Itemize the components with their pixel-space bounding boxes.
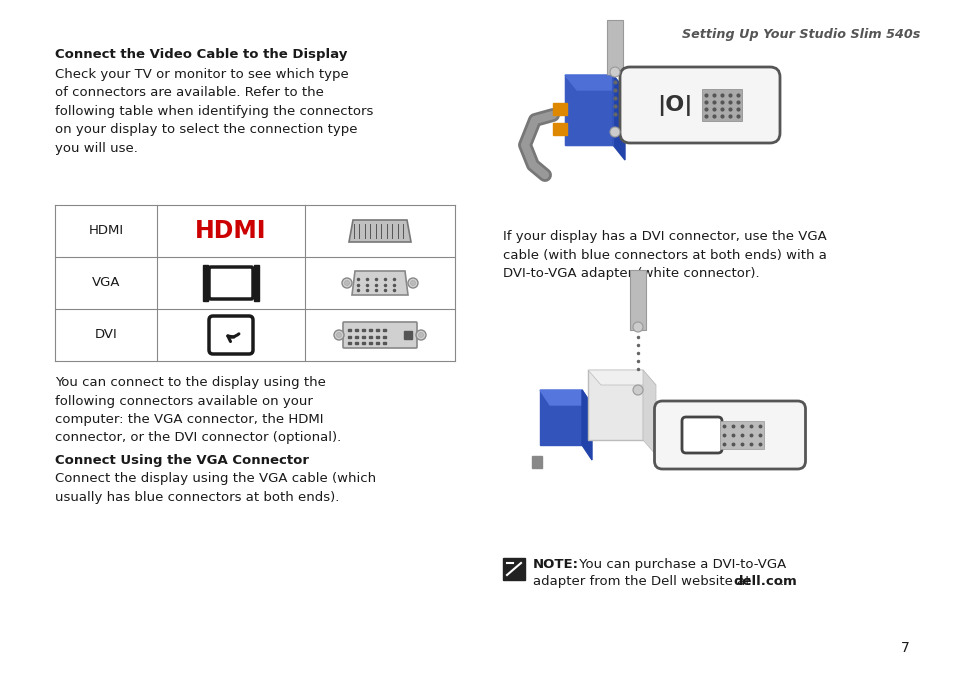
Bar bbox=[532, 456, 541, 468]
Polygon shape bbox=[564, 75, 624, 90]
Text: dell.com: dell.com bbox=[732, 575, 796, 588]
Bar bbox=[564, 75, 613, 145]
Text: NOTE:: NOTE: bbox=[533, 558, 578, 571]
Bar bbox=[701, 89, 741, 121]
Circle shape bbox=[633, 385, 642, 395]
Text: Connect the Video Cable to the Display: Connect the Video Cable to the Display bbox=[55, 48, 347, 61]
Bar bbox=[355, 329, 358, 331]
Bar bbox=[203, 265, 208, 301]
Bar bbox=[383, 336, 386, 338]
Circle shape bbox=[334, 330, 344, 340]
Circle shape bbox=[609, 67, 619, 77]
Bar bbox=[362, 336, 365, 338]
Circle shape bbox=[410, 280, 416, 286]
Text: Connect the display using the VGA cable (which
usually has blue connectors at bo: Connect the display using the VGA cable … bbox=[55, 472, 375, 504]
Bar bbox=[348, 329, 351, 331]
Circle shape bbox=[633, 322, 642, 332]
FancyBboxPatch shape bbox=[209, 267, 253, 299]
Bar bbox=[348, 336, 351, 338]
Circle shape bbox=[336, 332, 341, 338]
Bar bbox=[553, 123, 566, 135]
FancyBboxPatch shape bbox=[209, 316, 253, 354]
Bar bbox=[362, 329, 365, 331]
Circle shape bbox=[609, 127, 619, 137]
Polygon shape bbox=[587, 370, 656, 385]
Polygon shape bbox=[539, 390, 592, 405]
Bar bbox=[355, 336, 358, 338]
Bar bbox=[376, 336, 379, 338]
Circle shape bbox=[341, 278, 352, 288]
Bar bbox=[629, 270, 645, 330]
Circle shape bbox=[408, 278, 417, 288]
Bar bbox=[348, 342, 351, 344]
Text: Connect Using the VGA Connector: Connect Using the VGA Connector bbox=[55, 454, 309, 467]
Polygon shape bbox=[352, 271, 408, 295]
Circle shape bbox=[344, 280, 349, 286]
FancyBboxPatch shape bbox=[619, 67, 780, 143]
Polygon shape bbox=[613, 75, 624, 160]
Bar bbox=[253, 265, 258, 301]
Circle shape bbox=[418, 332, 423, 338]
Text: 7: 7 bbox=[901, 641, 909, 655]
Text: DVI: DVI bbox=[94, 328, 117, 341]
Text: |O|: |O| bbox=[657, 95, 692, 116]
Bar bbox=[369, 336, 372, 338]
Bar bbox=[383, 342, 386, 344]
Bar bbox=[369, 329, 372, 331]
Text: You can purchase a DVI-to-VGA: You can purchase a DVI-to-VGA bbox=[575, 558, 785, 571]
Text: VGA: VGA bbox=[91, 276, 120, 290]
Bar bbox=[369, 342, 372, 344]
Bar bbox=[376, 342, 379, 344]
FancyBboxPatch shape bbox=[654, 401, 804, 469]
Bar bbox=[403, 331, 412, 339]
Bar bbox=[362, 342, 365, 344]
Polygon shape bbox=[642, 370, 656, 455]
Text: Setting Up Your Studio Slim 540s: Setting Up Your Studio Slim 540s bbox=[680, 28, 919, 41]
FancyBboxPatch shape bbox=[343, 322, 416, 348]
Text: You can connect to the display using the
following connectors available on your
: You can connect to the display using the… bbox=[55, 376, 341, 445]
Text: HDMI: HDMI bbox=[89, 225, 124, 238]
Bar bbox=[355, 342, 358, 344]
Text: adapter from the Dell website at: adapter from the Dell website at bbox=[533, 575, 754, 588]
Text: HDMI: HDMI bbox=[195, 219, 267, 243]
Bar bbox=[502, 558, 524, 580]
Text: .: . bbox=[780, 575, 783, 588]
Circle shape bbox=[416, 330, 426, 340]
Bar bbox=[587, 370, 642, 440]
Text: If your display has a DVI connector, use the VGA
cable (with blue connectors at : If your display has a DVI connector, use… bbox=[502, 230, 826, 280]
Polygon shape bbox=[349, 220, 411, 242]
FancyBboxPatch shape bbox=[218, 325, 244, 345]
Bar bbox=[376, 329, 379, 331]
Bar bbox=[539, 390, 581, 445]
Bar bbox=[564, 75, 613, 145]
Bar bbox=[720, 421, 763, 449]
Bar bbox=[553, 103, 566, 115]
FancyBboxPatch shape bbox=[692, 428, 710, 442]
Text: Check your TV or monitor to see which type
of connectors are available. Refer to: Check your TV or monitor to see which ty… bbox=[55, 68, 373, 155]
FancyBboxPatch shape bbox=[681, 417, 721, 453]
Bar bbox=[383, 329, 386, 331]
Bar bbox=[606, 20, 622, 75]
Polygon shape bbox=[581, 390, 592, 460]
